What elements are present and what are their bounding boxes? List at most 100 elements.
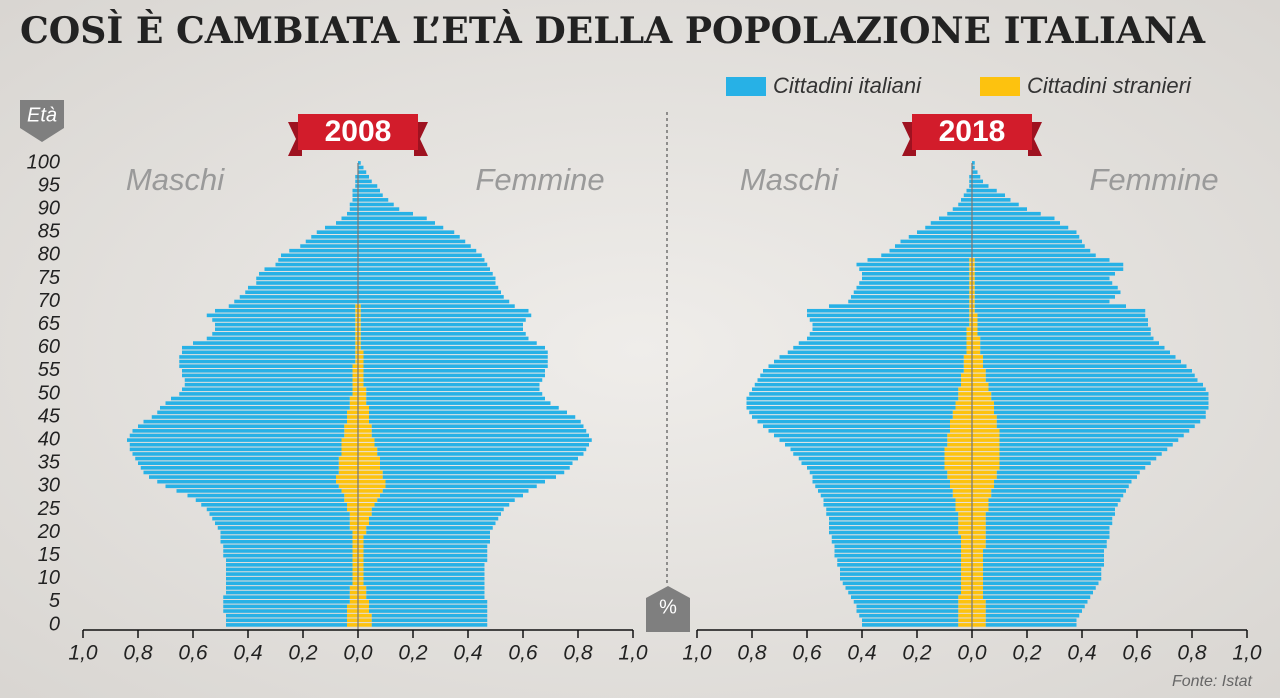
bar [985, 544, 1107, 549]
bar [972, 424, 997, 429]
y-tick-label: 95 [38, 174, 61, 196]
bar [972, 572, 983, 576]
bar [972, 396, 992, 401]
x-tick-label: 1,0 [618, 642, 648, 665]
bar [349, 586, 358, 590]
x-tick-label: 0,4 [233, 642, 262, 665]
bar [972, 193, 1005, 198]
bar [358, 604, 369, 609]
bar [958, 530, 972, 535]
bar [807, 308, 970, 313]
bar [950, 429, 972, 433]
bar [793, 452, 945, 456]
y-tick-label: 70 [38, 290, 60, 312]
bar [182, 345, 356, 350]
bar [952, 410, 972, 415]
bar [972, 174, 981, 179]
bar [944, 461, 972, 465]
bar [972, 576, 983, 581]
x-tick-label: 0,2 [902, 642, 932, 665]
bar [289, 248, 358, 253]
bar [349, 207, 358, 211]
bar [983, 590, 1093, 595]
bar [363, 572, 485, 576]
bar [972, 535, 986, 539]
bar [355, 350, 358, 355]
bar [972, 369, 986, 373]
bar [787, 350, 967, 355]
bar [366, 401, 551, 405]
bar [969, 271, 972, 276]
bar [985, 535, 1110, 539]
bar [972, 429, 1000, 433]
bar [974, 290, 1121, 295]
bar [223, 600, 350, 604]
bar [338, 470, 358, 475]
bar [358, 623, 372, 627]
bar [958, 512, 972, 516]
x-tick-label: 0,8 [123, 642, 153, 665]
bar [358, 322, 361, 327]
bar [969, 304, 972, 308]
side-label: Maschi [740, 162, 839, 197]
bar [972, 207, 1027, 211]
bar [985, 623, 1077, 627]
bar [972, 516, 986, 521]
bar [157, 479, 336, 484]
bar [972, 235, 1080, 239]
bar [955, 507, 972, 512]
bar [363, 350, 548, 355]
bar [355, 345, 358, 350]
bar [996, 424, 1195, 429]
bar [358, 355, 364, 359]
bar [996, 419, 1201, 424]
bar [815, 484, 950, 489]
bar [966, 188, 972, 193]
bar [974, 271, 1115, 276]
bar [969, 276, 972, 281]
bar [985, 604, 1085, 609]
y-tick-label: 100 [27, 151, 60, 173]
bar [972, 623, 986, 627]
bar [369, 516, 499, 521]
bar [358, 299, 510, 304]
bar [358, 502, 375, 507]
bar [972, 466, 1000, 470]
y-tick-label: 5 [49, 590, 61, 612]
bar [352, 558, 358, 563]
bar [358, 239, 466, 244]
bar [366, 590, 485, 595]
bar [358, 415, 369, 419]
bar [837, 558, 961, 563]
bar [917, 230, 972, 234]
y-axis-label: Età [27, 104, 57, 126]
bar [358, 332, 361, 336]
bar [972, 419, 997, 424]
bar [900, 239, 972, 244]
bar [358, 290, 501, 295]
bar [831, 535, 961, 539]
bar [972, 170, 978, 174]
bar [344, 493, 358, 498]
bar [369, 600, 488, 604]
x-tick-label: 0,2 [398, 642, 428, 665]
bar [369, 419, 581, 424]
bar [352, 563, 358, 567]
bar [369, 604, 488, 609]
bar [363, 553, 488, 558]
bar [972, 456, 1000, 461]
bar [374, 502, 510, 507]
legend-label: Cittadini stranieri [1027, 73, 1192, 98]
bar [358, 553, 364, 558]
bar [311, 235, 358, 239]
bar [358, 410, 369, 415]
bar [143, 470, 339, 475]
bar [358, 512, 372, 516]
bar [358, 378, 364, 382]
bar [977, 318, 1148, 322]
bar [371, 433, 589, 438]
bar [985, 378, 1198, 382]
bar [972, 239, 1082, 244]
bar [972, 613, 986, 618]
